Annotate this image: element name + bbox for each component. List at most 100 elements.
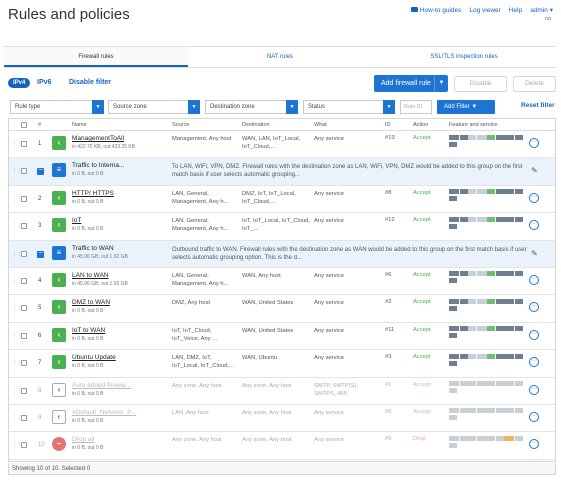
table-row[interactable]: ⋮⋮ 8 ‹ Auto added firewal... in 0 B, out 0 B… — [9, 378, 555, 405]
more-options-icon[interactable]: ··· — [529, 192, 539, 203]
rule-name-link[interactable]: LAN to WAN — [72, 271, 109, 279]
rule-name-link[interactable]: IoT — [72, 217, 82, 225]
rule-name-link[interactable]: Ubuntu Update — [72, 354, 116, 362]
row-checkbox[interactable] — [21, 223, 27, 230]
rule-name-link[interactable]: Auto added firewal... — [72, 381, 132, 389]
group-row[interactable]: ⋮⋮ − ≡ Traffic to WAN in 45.06 GB, out 1.92 … — [9, 240, 555, 268]
col-action: Action — [413, 122, 429, 128]
drag-handle-icon[interactable]: ⋮⋮ — [12, 332, 22, 339]
user-menu[interactable]: admin ▾ — [530, 7, 553, 14]
how-to-guides-link[interactable]: How-to guides — [410, 7, 461, 14]
edit-icon[interactable]: ✎ — [531, 166, 538, 176]
more-options-icon[interactable]: ··· — [529, 220, 539, 231]
collapse-icon[interactable]: − — [37, 167, 44, 176]
drag-handle-icon[interactable]: ⋮⋮ — [12, 360, 22, 367]
rule-name-link[interactable]: IoT to WAN — [72, 326, 106, 334]
chevron-down-icon: ▼ — [188, 100, 200, 114]
row-checkbox[interactable] — [21, 141, 27, 147]
drag-handle-icon[interactable]: ⋮⋮ — [12, 195, 22, 202]
table-row[interactable]: ⋮⋮ 5 ‹ DMZ to WAN in 0 B, out 0 B DMZ, Any ho… — [9, 295, 555, 323]
table-row[interactable]: ⋮⋮ 1 ‹ ManagementToAll in 422.75 KB, out 433… — [9, 131, 555, 159]
table-row[interactable]: ⋮⋮ 2 ‹ HTTP/ HTTPS in 0 B, out 0 B LAN, Gener… — [9, 186, 555, 214]
table-row[interactable]: ⋮⋮ 7 ‹ Ubuntu Update in 0 B, out 0 B LAN, DMZ… — [9, 350, 555, 378]
group-row[interactable]: ⋮⋮ − ≡ Traffic to Interna... in 0 B, out 0 B… — [9, 158, 555, 186]
drag-handle-icon[interactable]: ⋮⋮ — [12, 223, 22, 230]
rule-name-link[interactable]: HTTP/ HTTPS — [72, 189, 114, 197]
add-filter-button[interactable]: Add Filter ▼ — [437, 100, 495, 114]
drag-handle-icon[interactable]: ⋮⋮ — [12, 277, 22, 284]
log-viewer-link[interactable]: Log viewer — [469, 6, 501, 14]
rule-id-input[interactable]: Rule ID — [400, 100, 432, 114]
destination-zone-select[interactable]: Destination zone ▼ — [205, 100, 298, 114]
feature-badges — [449, 435, 527, 449]
tab-nat-rules[interactable]: NAT rules — [266, 54, 294, 60]
more-options-icon[interactable]: ··· — [529, 274, 539, 285]
disable-filter-link[interactable]: Disable filter — [69, 79, 112, 86]
drag-handle-icon[interactable]: ⋮⋮ — [12, 141, 22, 147]
feature-badge — [504, 353, 514, 359]
header-select-all[interactable] — [21, 122, 27, 130]
delete-button[interactable]: Delete — [513, 76, 556, 92]
row-checkbox[interactable] — [21, 168, 27, 175]
more-options-icon[interactable]: ··· — [529, 439, 539, 450]
ipv6-toggle[interactable]: IPv6 — [37, 79, 52, 86]
feature-badge — [487, 271, 495, 277]
ipv4-toggle[interactable]: IPv4 — [8, 78, 31, 88]
group-name[interactable]: Traffic to Interna... — [72, 162, 125, 170]
table-row[interactable]: ⋮⋮ 10– Drop all in 0 B, out 0 B Any zone, An… — [9, 432, 555, 460]
rule-name-link[interactable]: ManagementToAll — [72, 135, 125, 142]
more-options-icon[interactable]: ··· — [529, 329, 539, 340]
drag-handle-icon[interactable]: ⋮⋮ — [12, 387, 22, 394]
row-checkbox[interactable] — [21, 277, 27, 284]
rule-name-link[interactable]: Drop all — [72, 436, 95, 444]
table-row[interactable]: ⋮⋮ 6 ‹ IoT to WAN in 0 B, out 0 B IoT, IoT_Cl… — [9, 323, 555, 351]
rule-traffic: in 45.06 GB, out 1.92 GB — [72, 280, 128, 287]
more-options-icon[interactable]: ··· — [529, 411, 539, 422]
more-options-icon[interactable]: ··· — [529, 384, 539, 395]
row-checkbox[interactable] — [21, 305, 27, 312]
feature-badge — [468, 134, 476, 140]
drag-handle-icon[interactable]: ⋮⋮ — [12, 168, 22, 175]
reset-filter-link[interactable]: Reset filter — [521, 102, 555, 109]
status-select[interactable]: Status ▼ — [303, 100, 395, 114]
edit-icon[interactable]: ✎ — [531, 248, 538, 258]
collapse-icon[interactable]: − — [37, 249, 44, 258]
row-checkbox[interactable] — [21, 332, 27, 339]
tab-firewall-rules[interactable]: Firewall rules — [4, 47, 188, 67]
tab-ssl-tls-rules[interactable]: SSL/TLS inspection rules — [430, 54, 498, 60]
row-checkbox[interactable] — [21, 442, 27, 449]
rule-name-link[interactable]: DMZ to WAN — [72, 299, 111, 307]
source-zone-select[interactable]: Source zone ▼ — [108, 100, 200, 114]
rule-action: Drop — [413, 436, 426, 443]
rule-what: Any service — [314, 218, 344, 225]
group-name[interactable]: Traffic to WAN — [72, 244, 114, 252]
table-row[interactable]: ⋮⋮ 3 ‹ IoT in 0 B, out 0 B LAN, General, Mana… — [9, 213, 555, 241]
help-link[interactable]: Help — [508, 6, 523, 14]
drag-handle-icon[interactable]: ⋮⋮ — [12, 250, 22, 257]
chevron-down-icon[interactable]: ▼ — [434, 75, 448, 92]
feature-badge — [459, 408, 468, 414]
rule-id: #3 — [385, 354, 392, 361]
drag-handle-icon[interactable]: ⋮⋮ — [12, 414, 22, 421]
row-checkbox[interactable] — [21, 250, 27, 257]
row-checkbox[interactable] — [21, 387, 27, 394]
rule-name-link[interactable]: #Default_Network_P... — [72, 408, 137, 416]
table-row[interactable]: ⋮⋮ 9 ‹ #Default_Network_P... in 0 B, out 0 B… — [9, 405, 555, 433]
more-options-icon[interactable]: ··· — [529, 302, 539, 313]
table-row[interactable]: ⋮⋮ 4 ‹ LAN to WAN in 45.06 GB, out 1.92 GB LA… — [9, 268, 555, 296]
group-icon: ≡ — [52, 163, 66, 178]
add-firewall-rule-button[interactable]: Add firewall rule ▼ — [374, 75, 448, 92]
rule-action: Accept — [413, 354, 431, 361]
drag-handle-icon[interactable]: ⋮⋮ — [12, 305, 22, 312]
row-checkbox[interactable] — [21, 195, 27, 202]
disable-button[interactable]: Disable — [454, 76, 507, 92]
row-checkbox[interactable] — [21, 360, 27, 367]
more-options-icon[interactable]: ··· — [529, 138, 539, 148]
more-options-icon[interactable]: ··· — [529, 357, 539, 368]
rule-type-select[interactable]: Rule type ▼ — [10, 100, 104, 114]
rule-type-icon: ‹ — [52, 355, 66, 370]
feature-badge — [514, 435, 523, 441]
rule-what: Any service — [314, 327, 344, 334]
drag-handle-icon[interactable]: ⋮⋮ — [12, 442, 22, 449]
row-checkbox[interactable] — [21, 414, 27, 421]
